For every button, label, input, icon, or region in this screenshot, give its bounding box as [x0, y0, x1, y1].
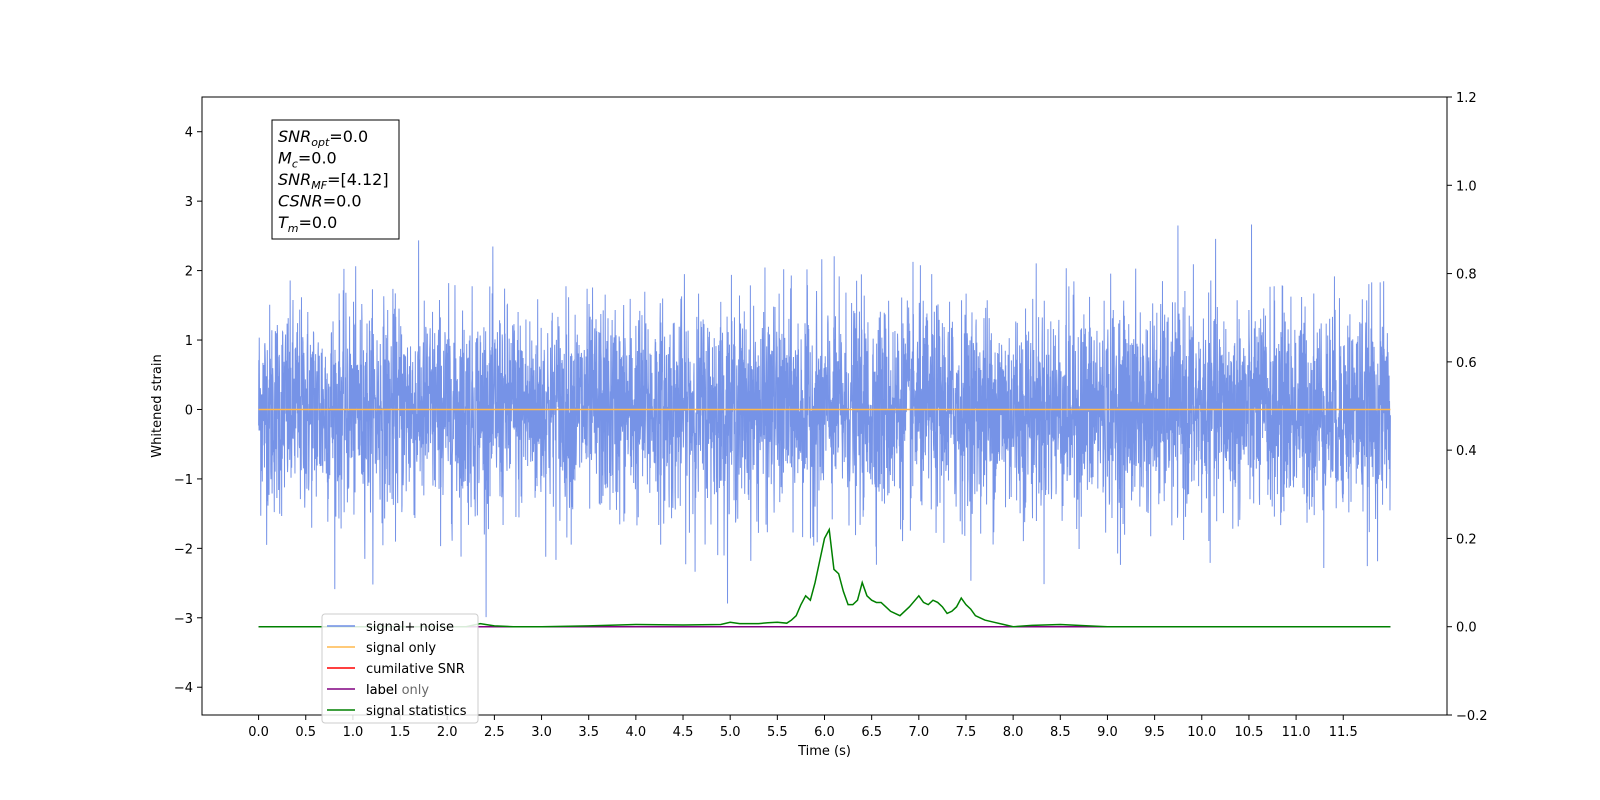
series-line-4 [258, 527, 1391, 628]
y-tick-label: −4 [174, 681, 193, 696]
series-line-signal-noise [258, 224, 1391, 618]
annotation-box [271, 119, 400, 240]
x-tick-label: 1.5 [390, 725, 411, 740]
annotation-symbol: CSNR [278, 192, 323, 211]
annotation-symbol: SNR [278, 170, 311, 189]
y2-tick-label: 0.2 [1456, 532, 1477, 547]
annotation-line: SNRopt=0.0 [278, 127, 368, 149]
x-tick-label: 10.0 [1187, 725, 1216, 740]
x-tick-label: 2.5 [484, 725, 505, 740]
legend-label: cumilative SNR [366, 662, 465, 677]
x-tick-label: 8.5 [1050, 725, 1071, 740]
x-tick-label: 5.5 [767, 725, 788, 740]
x-tick-label: 11.0 [1282, 725, 1311, 740]
y2-tick-label: 0.8 [1456, 268, 1477, 283]
y2-tick-label: 0.0 [1456, 621, 1477, 636]
x-tick-label: 0.0 [248, 725, 269, 740]
y2-tick-label: 1.2 [1456, 91, 1477, 106]
legend-label: signal statistics [366, 704, 467, 719]
legend-hidden-label: label only [366, 683, 429, 698]
x-axis-label: Time (s) [797, 744, 851, 759]
annotation-value: =[4.12] [327, 170, 389, 189]
annotation-value: =0.0 [298, 149, 337, 168]
y2-tick-label: −0.2 [1456, 709, 1488, 724]
annotation-symbol: M [278, 149, 292, 168]
x-axis: 0.0 0.5 1.0 1.5 2.0 2.5 3.0 3.5 4.0 4.5 5.0 5.5 6.0 6… [248, 715, 1358, 740]
annotation-line: Mc=0.0 [278, 149, 337, 171]
x-tick-label: 2.0 [437, 725, 458, 740]
y2-tick-label: 1.0 [1456, 179, 1477, 194]
x-tick-label: 3.0 [531, 725, 552, 740]
x-tick-label: 10.5 [1234, 725, 1263, 740]
x-tick-label: 6.0 [814, 725, 835, 740]
x-tick-label: 3.5 [578, 725, 599, 740]
y-axis-label: Whitened strain [150, 354, 165, 457]
x-tick-label: 9.5 [1144, 725, 1165, 740]
legend-label: label [366, 683, 397, 698]
annotation-value: =0.0 [323, 192, 362, 211]
x-tick-label: 11.5 [1329, 725, 1358, 740]
x-tick-label: 8.0 [1003, 725, 1024, 740]
annotation-line: SNRMF=[4.12] [278, 170, 389, 192]
x-tick-label: 6.5 [861, 725, 882, 740]
legend-label: signal only [366, 641, 436, 656]
legend: label only signal+ noise signal only cumila… [321, 613, 479, 724]
annotation-subscript: c [292, 158, 298, 171]
x-tick-label: 5.0 [720, 725, 741, 740]
y-tick-label: 0 [185, 403, 193, 418]
y-tick-label: −1 [174, 473, 193, 488]
annotation-line: CSNR=0.0 [278, 192, 362, 211]
x-tick-label: 0.5 [295, 725, 316, 740]
x-tick-label: 7.5 [956, 725, 977, 740]
annotation-symbol: T [278, 213, 289, 232]
y-tick-label: 4 [185, 126, 193, 141]
y2-tick-label: 0.6 [1456, 356, 1477, 371]
y-axis-left: −4 −3 −2 −1 0 1 2 3 4 [174, 126, 202, 696]
legend-box [321, 613, 479, 724]
y-tick-label: 2 [185, 265, 193, 280]
x-tick-label: 9.0 [1097, 725, 1118, 740]
annotation-subscript: MF [311, 179, 327, 192]
annotation-symbol: SNR [278, 127, 311, 146]
annotation-value: =0.0 [299, 213, 338, 232]
y2-tick-label: 0.4 [1456, 444, 1477, 459]
x-tick-label: 4.0 [626, 725, 647, 740]
y-tick-label: 1 [185, 334, 193, 349]
y-tick-label: 3 [185, 195, 193, 210]
y-tick-label: −2 [174, 542, 193, 557]
annotation-line: Tm=0.0 [278, 213, 337, 235]
annotation-subscript: m [288, 222, 299, 235]
x-tick-label: 1.0 [343, 725, 364, 740]
annotation-subscript: opt [311, 136, 330, 149]
annotation-value: =0.0 [329, 127, 368, 146]
x-tick-label: 7.0 [908, 725, 929, 740]
signal-statistics-annotation: SNRopt=0.0Mc=0.0SNRMF=[4.12]CSNR=0.0Tm=0… [271, 119, 400, 240]
y-tick-label: −3 [174, 612, 193, 627]
legend-label: signal+ noise [366, 620, 454, 635]
x-tick-label: 4.5 [673, 725, 694, 740]
y-axis-right: −0.2 0.0 0.2 0.4 0.6 0.8 1.0 1.2 [1447, 91, 1488, 724]
